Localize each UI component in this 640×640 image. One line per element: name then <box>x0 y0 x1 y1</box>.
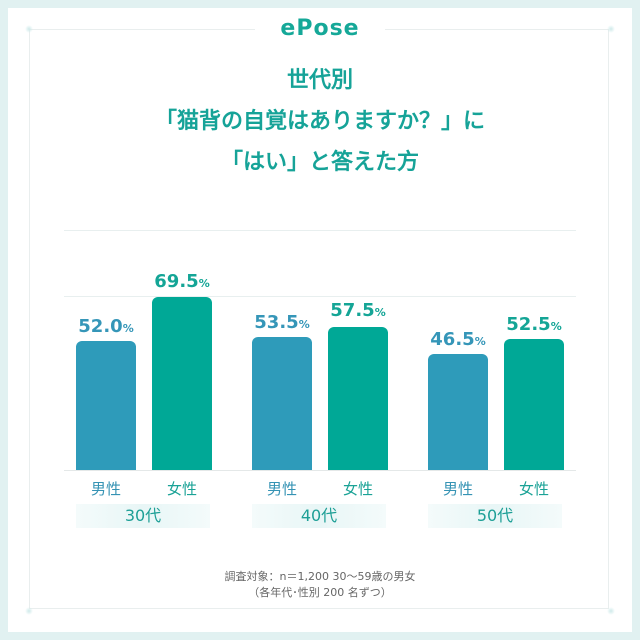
value-label-30-female: 69.5% <box>154 271 210 292</box>
corner-ornament <box>607 607 615 615</box>
chart-baseline <box>64 470 576 471</box>
infographic-card <box>8 8 632 632</box>
bar-40-female <box>328 327 388 470</box>
value-label-40-female: 57.5% <box>330 300 386 321</box>
corner-ornament <box>607 25 615 33</box>
survey-footnote: 調査対象：n＝1,200 30〜59歳の男女 （各年代･性別 200 名ずつ） <box>0 569 640 601</box>
value-label-40-male: 53.5% <box>254 312 310 333</box>
title-line-2: 「猫背の自覚はありますか？」に <box>154 109 485 134</box>
age-group-label-40: 40代 <box>252 504 386 528</box>
brand-logo: ePose <box>280 16 360 41</box>
bar-30-male <box>76 341 136 470</box>
title-line-3: 「はい」と答えた方 <box>220 150 419 175</box>
bar-40-male <box>252 337 312 470</box>
gridline <box>64 230 576 231</box>
sex-label-male: 男性 <box>442 480 473 498</box>
sex-label-male: 男性 <box>266 480 297 498</box>
sex-label-female: 女性 <box>518 480 549 498</box>
value-label-30-male: 52.0% <box>78 316 134 337</box>
gridline <box>64 296 576 297</box>
chart-title: 世代別 「猫背の自覚はありますか？」に 「はい」と答えた方 <box>0 60 640 183</box>
footnote-line-1: 調査対象：n＝1,200 30〜59歳の男女 <box>224 570 416 583</box>
bar-30-female <box>152 297 212 470</box>
value-label-50-male: 46.5% <box>430 329 486 350</box>
corner-ornament <box>25 25 33 33</box>
sex-label-female: 女性 <box>342 480 373 498</box>
age-group-label-50: 50代 <box>428 504 562 528</box>
footnote-line-2: （各年代･性別 200 名ずつ） <box>248 586 392 599</box>
corner-ornament <box>25 607 33 615</box>
age-group-label-30: 30代 <box>76 504 210 528</box>
sex-label-female: 女性 <box>166 480 197 498</box>
bar-50-male <box>428 354 488 470</box>
title-line-1: 世代別 <box>286 68 353 93</box>
sex-label-male: 男性 <box>90 480 121 498</box>
frame-gap <box>255 26 385 34</box>
value-label-50-female: 52.5% <box>506 314 562 335</box>
bar-50-female <box>504 339 564 470</box>
